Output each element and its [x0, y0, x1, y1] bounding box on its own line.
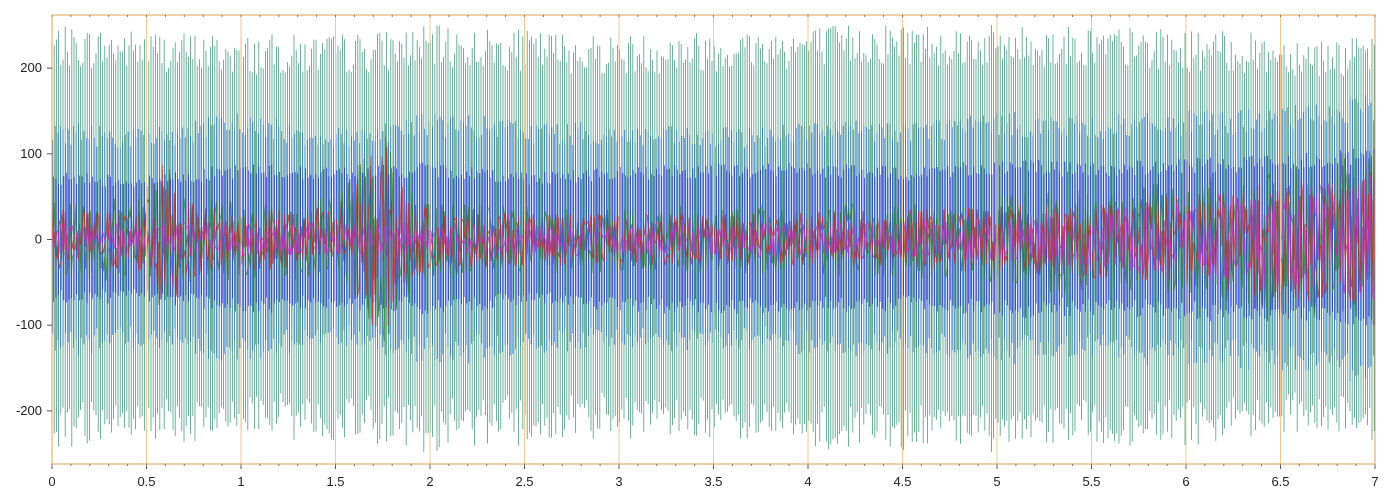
y-tick-label: 0 [35, 232, 42, 247]
y-tick-label: -200 [16, 403, 42, 418]
x-tick-label: 0.5 [137, 474, 155, 489]
x-tick-label: 3 [615, 474, 622, 489]
x-tick-label: 7 [1371, 474, 1378, 489]
x-tick-label: 3.5 [704, 474, 722, 489]
x-tick-label: 4.5 [893, 474, 911, 489]
x-tick-label: 2.5 [515, 474, 533, 489]
x-tick-label: 1 [237, 474, 244, 489]
x-tick-label: 5 [993, 474, 1000, 489]
x-tick-label: 6.5 [1271, 474, 1289, 489]
x-tick-label: 2 [426, 474, 433, 489]
y-tick-label: -100 [16, 317, 42, 332]
x-tick-label: 4 [804, 474, 811, 489]
x-tick-label: 5.5 [1082, 474, 1100, 489]
y-axis: 200 100 0 -100 -200 [16, 60, 52, 418]
x-tick-label: 6 [1182, 474, 1189, 489]
x-tick-label: 0 [48, 474, 55, 489]
x-gridlines [51, 15, 1376, 464]
y-tick-label: 200 [20, 60, 42, 75]
x-tick-label: 1.5 [326, 474, 344, 489]
x-axis: 0 0.5 1 1.5 2 2.5 3 3.5 4 4.5 5 5.5 6 6.5 7 [48, 15, 1379, 489]
y-tick-label: 100 [20, 146, 42, 161]
